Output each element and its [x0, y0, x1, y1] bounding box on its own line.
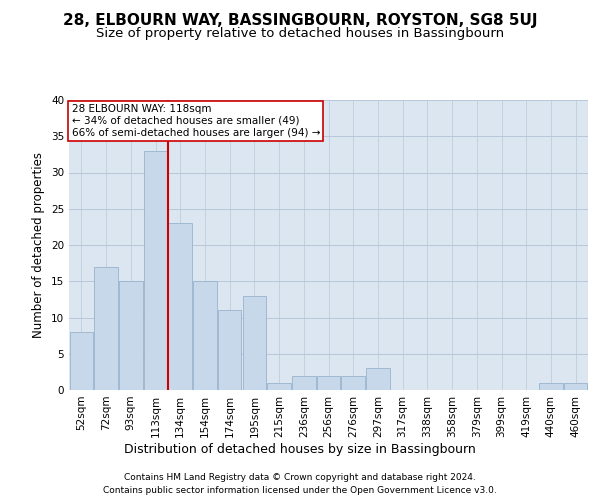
Bar	[169, 223, 192, 390]
Text: 28, ELBOURN WAY, BASSINGBOURN, ROYSTON, SG8 5UJ: 28, ELBOURN WAY, BASSINGBOURN, ROYSTON, …	[63, 12, 537, 28]
Bar	[218, 310, 241, 390]
Bar	[94, 267, 118, 390]
Bar	[119, 281, 143, 390]
Text: Distribution of detached houses by size in Bassingbourn: Distribution of detached houses by size …	[124, 442, 476, 456]
Bar	[539, 383, 563, 390]
Bar	[564, 383, 587, 390]
Bar	[193, 281, 217, 390]
Bar	[366, 368, 389, 390]
Bar	[292, 376, 316, 390]
Bar	[341, 376, 365, 390]
Text: Contains HM Land Registry data © Crown copyright and database right 2024.: Contains HM Land Registry data © Crown c…	[124, 472, 476, 482]
Bar	[242, 296, 266, 390]
Bar	[144, 151, 167, 390]
Bar	[70, 332, 93, 390]
Text: Size of property relative to detached houses in Bassingbourn: Size of property relative to detached ho…	[96, 28, 504, 40]
Text: 28 ELBOURN WAY: 118sqm
← 34% of detached houses are smaller (49)
66% of semi-det: 28 ELBOURN WAY: 118sqm ← 34% of detached…	[71, 104, 320, 138]
Text: Contains public sector information licensed under the Open Government Licence v3: Contains public sector information licen…	[103, 486, 497, 495]
Bar	[268, 383, 291, 390]
Y-axis label: Number of detached properties: Number of detached properties	[32, 152, 46, 338]
Bar	[317, 376, 340, 390]
